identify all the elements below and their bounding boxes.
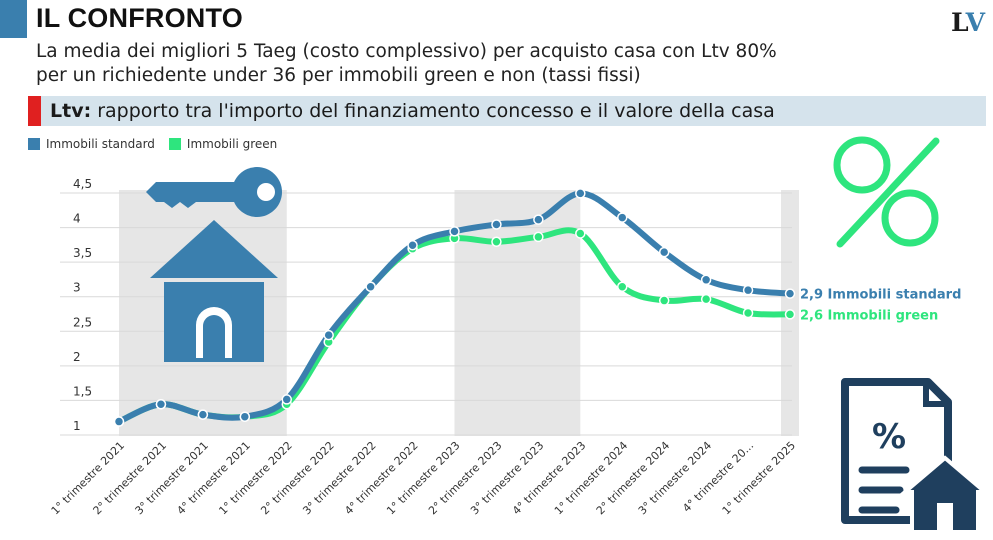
data-point-standard bbox=[617, 212, 628, 223]
svg-text:%: % bbox=[872, 417, 906, 457]
x-tick-label: 4° trimestre 20... bbox=[680, 439, 756, 515]
end-label-green: 2,6 Immobili green bbox=[800, 308, 938, 323]
data-point-green bbox=[700, 293, 712, 305]
data-point-green bbox=[617, 281, 628, 292]
data-point-green bbox=[491, 236, 502, 248]
series-points bbox=[113, 188, 796, 427]
data-point-standard bbox=[491, 219, 502, 230]
percent-icon bbox=[833, 136, 940, 248]
data-point-green bbox=[575, 228, 586, 239]
data-point-standard bbox=[449, 226, 460, 237]
x-tick-label: 1° trimestre 2023 bbox=[384, 439, 462, 517]
data-point-standard bbox=[239, 411, 251, 422]
x-tick-label: 2° trimestre 2022 bbox=[258, 439, 336, 517]
ltv-note: Ltv: rapporto tra l'importo del finanzia… bbox=[28, 96, 986, 126]
x-tick-label: 4° trimestre 2023 bbox=[510, 439, 588, 517]
ltv-term: Ltv: bbox=[50, 100, 92, 122]
y-tick-label: 4 bbox=[73, 212, 81, 226]
legend-swatch-green bbox=[168, 138, 181, 150]
legend-item-green: Immobili green bbox=[168, 137, 278, 151]
data-point-standard bbox=[365, 281, 376, 292]
ltv-definition: rapporto tra l'importo del finanziamento… bbox=[91, 100, 775, 122]
page-subtitle: La media dei migliori 5 Taeg (costo comp… bbox=[36, 40, 916, 88]
y-tick-label: 3 bbox=[73, 281, 81, 295]
house-icon bbox=[150, 220, 278, 362]
data-point-green bbox=[533, 231, 544, 243]
data-point-standard bbox=[784, 288, 796, 299]
ltv-note-marker bbox=[28, 96, 41, 126]
x-tick-label: 1° trimestre 2022 bbox=[216, 439, 294, 517]
logo-letter-l: L bbox=[950, 8, 966, 37]
data-point-green bbox=[784, 309, 796, 320]
x-tick-label: 4° trimestre 2021 bbox=[174, 439, 252, 517]
x-tick-label: 1° trimestre 2021 bbox=[49, 439, 127, 517]
y-tick-label: 4,5 bbox=[73, 177, 92, 191]
data-point-standard bbox=[155, 399, 167, 410]
data-point-green bbox=[742, 307, 754, 319]
x-tick-label: 3° trimestre 2021 bbox=[133, 439, 211, 517]
y-tick-label: 2,5 bbox=[73, 315, 92, 329]
x-tick-label: 2° trimestre 2023 bbox=[426, 439, 504, 517]
logo-letter-v: V bbox=[965, 8, 985, 37]
legend-label-green: Immobili green bbox=[186, 137, 278, 151]
x-tick-label: 1° trimestre 2024 bbox=[552, 439, 630, 517]
x-tick-label: 1° trimestre 2025 bbox=[720, 439, 798, 517]
data-point-standard bbox=[742, 284, 754, 296]
x-tick-label: 3° trimestre 2023 bbox=[468, 439, 546, 517]
data-point-standard bbox=[407, 239, 418, 251]
data-point-standard bbox=[575, 188, 586, 199]
legend-label-standard: Immobili standard bbox=[46, 137, 155, 151]
data-point-standard bbox=[533, 214, 544, 225]
document-house-icon: % bbox=[841, 378, 991, 534]
x-tick-label: 4° trimestre 2022 bbox=[342, 439, 420, 517]
subtitle-line-2: per un richiedente under 36 per immobili… bbox=[36, 65, 641, 86]
x-tick-label: 2° trimestre 2021 bbox=[91, 439, 169, 517]
y-tick-label: 1 bbox=[73, 419, 81, 433]
data-point-green bbox=[658, 295, 670, 306]
data-point-standard bbox=[323, 329, 334, 341]
ltv-note-text: Ltv: rapporto tra l'importo del finanzia… bbox=[50, 98, 775, 124]
chart-legend: Immobili standard Immobili green bbox=[28, 137, 277, 151]
y-tick-label: 3,5 bbox=[73, 246, 92, 260]
title-accent-bar bbox=[0, 0, 27, 38]
subtitle-line-1: La media dei migliori 5 Taeg (costo comp… bbox=[36, 41, 777, 62]
data-point-standard bbox=[281, 394, 292, 405]
page-title: IL CONFRONTO bbox=[36, 3, 243, 33]
legend-item-standard: Immobili standard bbox=[28, 137, 155, 151]
data-point-standard bbox=[658, 246, 670, 258]
end-labels: 2,6 Immobili green 2,9 Immobili standard bbox=[800, 288, 961, 324]
brand-logo: LV bbox=[951, 8, 985, 37]
y-tick-label: 1,5 bbox=[73, 384, 92, 398]
legend-swatch-standard bbox=[28, 138, 40, 150]
y-tick-label: 2 bbox=[73, 350, 81, 364]
data-point-standard bbox=[113, 416, 125, 427]
x-tick-label: 3° trimestre 2024 bbox=[636, 439, 714, 517]
key-icon bbox=[146, 167, 282, 217]
y-axis-ticks: 1 1,5 2 2,5 3 3,5 4 4,5 bbox=[73, 177, 92, 433]
x-tick-label: 3° trimestre 2022 bbox=[300, 439, 378, 517]
x-tick-label: 2° trimestre 2024 bbox=[594, 439, 672, 517]
end-label-standard: 2,9 Immobili standard bbox=[800, 288, 961, 303]
data-point-standard bbox=[197, 409, 209, 420]
data-point-standard bbox=[700, 274, 712, 286]
